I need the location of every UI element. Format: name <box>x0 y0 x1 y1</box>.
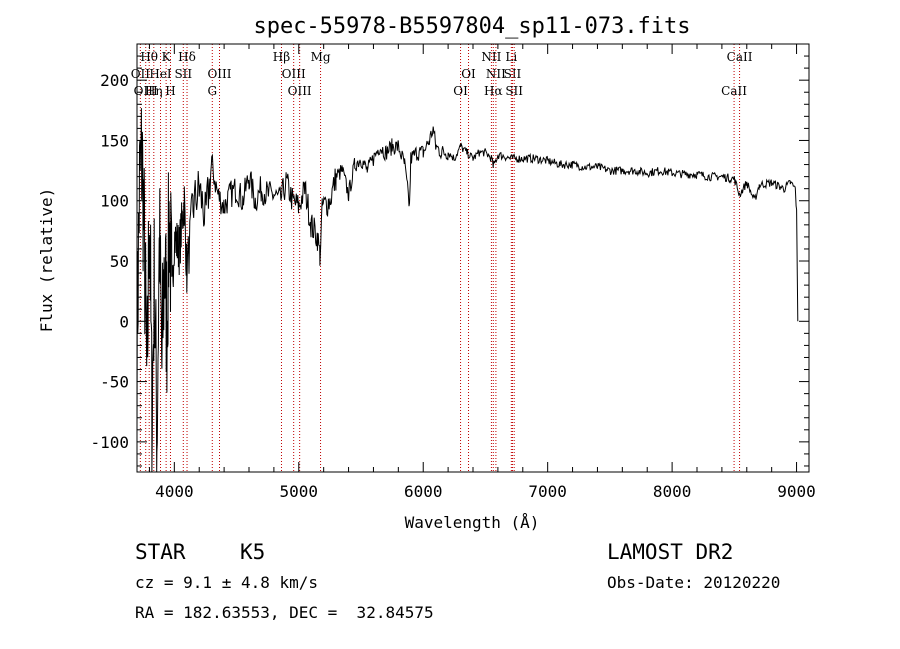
obs-date: Obs-Date: 20120220 <box>607 573 781 592</box>
line-marker-label: OI <box>461 67 476 81</box>
line-marker-label: SII <box>505 84 523 98</box>
line-markers: Hθ OII OIII K HeI Hη H Hδ SII OIII G Hβ OIII OIII Mg OI… <box>131 44 753 472</box>
line-marker-label: K <box>162 50 172 64</box>
x-axis-label: Wavelength (Å) <box>405 513 540 532</box>
y-tick-label: -100 <box>90 433 129 452</box>
line-marker-label: Hθ <box>140 50 158 64</box>
chart-title: spec-55978-B5597804_sp11-073.fits <box>253 14 690 39</box>
x-tick-label: 5000 <box>280 482 319 501</box>
x-tick-label: 9000 <box>777 482 816 501</box>
plot-frame <box>136 43 810 473</box>
line-marker-label: CaII <box>721 84 747 98</box>
line-marker-label: Hδ <box>178 50 196 64</box>
y-tick-label: 100 <box>100 192 129 211</box>
line-marker-label: OIII <box>207 67 231 81</box>
line-marker-label: OIII <box>134 84 158 98</box>
x-tick-label: 6000 <box>404 482 443 501</box>
line-marker-label: OIII <box>288 84 312 98</box>
redshift-line: cz = 9.1 ± 4.8 km/s <box>135 573 319 592</box>
y-tick-label: 150 <box>100 131 129 150</box>
y-tick-label: 200 <box>100 71 129 90</box>
line-marker-label: SII <box>174 67 192 81</box>
line-marker-label: OI <box>453 84 468 98</box>
line-marker-label: Hα <box>484 84 503 98</box>
class-label: STAR <box>135 540 186 564</box>
line-marker-label: OII <box>131 67 151 81</box>
coordinates: RA = 182.63553, DEC = 32.84575 <box>135 603 434 622</box>
line-marker-label: NII <box>486 67 506 81</box>
line-marker-label: Li <box>505 50 517 64</box>
y-tick-label: 50 <box>110 252 129 271</box>
flux-series-line <box>136 108 799 473</box>
axis-ticks: 4000 5000 6000 7000 8000 9000 -100 -50 0 50 100 150… <box>90 44 816 501</box>
subclass-label: K5 <box>240 540 266 564</box>
y-tick-label: 0 <box>119 312 129 331</box>
survey-label: LAMOST DR2 <box>607 540 734 564</box>
x-tick-label: 7000 <box>528 482 567 501</box>
y-tick-label: -50 <box>100 373 129 392</box>
y-axis-label: Flux (relative) <box>37 188 56 333</box>
line-marker-label: OIII <box>282 67 306 81</box>
line-marker-label: G <box>207 84 217 98</box>
line-marker-label: HeI <box>149 67 172 81</box>
line-marker-label: Hβ <box>273 50 290 64</box>
x-tick-label: 4000 <box>155 482 194 501</box>
line-marker-label: H <box>165 84 175 98</box>
line-marker-label: SII <box>504 67 522 81</box>
line-marker-label: NII <box>481 50 501 64</box>
line-marker-label: Mg <box>311 50 331 64</box>
x-tick-label: 8000 <box>653 482 692 501</box>
line-marker-label: Hη <box>145 84 163 98</box>
line-marker-label: CaII <box>727 50 753 64</box>
